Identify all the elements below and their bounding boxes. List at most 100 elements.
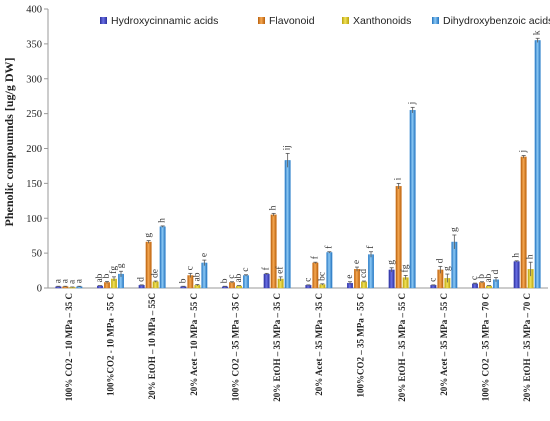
- bar: [361, 281, 367, 289]
- bar: [201, 262, 208, 289]
- significance-label: b: [477, 274, 487, 279]
- significance-label: fg: [108, 266, 119, 274]
- significance-label: f: [323, 245, 334, 249]
- bar: [520, 156, 527, 289]
- y-tick-label: 50: [32, 249, 43, 260]
- bar: [138, 285, 145, 289]
- x-tick-label: 20% Acet – 10 MPa – 55 C: [189, 293, 199, 396]
- significance-label: de: [151, 269, 161, 278]
- significance-label: b: [102, 273, 112, 278]
- significance-label: c: [428, 278, 438, 282]
- legend-swatch: [432, 17, 439, 24]
- significance-label: c: [241, 268, 251, 272]
- y-tick-label: 300: [26, 74, 42, 85]
- legend-label: Xanthonoids: [353, 15, 411, 27]
- x-tick-label: 100% CO2 – 35 MPa – 35 C: [231, 293, 241, 401]
- bar: [263, 273, 270, 289]
- x-tick-label: 100% CO2 – 10 MPa – 35 C: [64, 293, 74, 401]
- significance-label: a: [74, 278, 84, 283]
- bar: [388, 269, 395, 289]
- bar: [159, 226, 166, 289]
- bar: [305, 285, 312, 289]
- x-tick-label: 20% Acet – 35 MPa – 55 C: [439, 293, 449, 396]
- legend-swatch: [100, 17, 107, 24]
- significance-label: a: [67, 279, 77, 284]
- legend-label: Flavonoid: [269, 15, 315, 27]
- y-tick-label: 150: [26, 179, 42, 190]
- significance-label: d: [491, 270, 501, 275]
- bar-group: c f bc f: [303, 245, 334, 289]
- y-axis-label: Phenolic compounnds [ug/g DW]: [2, 57, 16, 226]
- significance-label: g: [442, 266, 452, 271]
- significance-label: f: [365, 245, 376, 249]
- significance-label: g: [116, 263, 126, 268]
- bar-group: b c ab e: [178, 253, 209, 289]
- significance-label: j: [519, 150, 529, 154]
- significance-label: h: [269, 205, 279, 210]
- significance-label: ij: [283, 145, 293, 150]
- significance-label: a: [60, 278, 70, 283]
- bar-group: h j h k: [512, 30, 543, 289]
- significance-label: h: [526, 254, 536, 259]
- legend-label: Dihydroxybenzoic acids: [443, 15, 550, 27]
- significance-label: h: [158, 218, 168, 223]
- x-tick-label: 20% EtOH – 35 MPa – 55 C: [397, 293, 407, 402]
- significance-label: g: [144, 233, 154, 238]
- significance-label: f: [261, 266, 272, 270]
- bar: [152, 281, 159, 289]
- significance-label: d: [435, 258, 445, 263]
- significance-label: b: [178, 278, 188, 283]
- bar-group: d g de h: [137, 218, 168, 289]
- significance-label: g: [449, 227, 459, 232]
- x-tick-label: 100%CO2 - 10 MPa - 55 C: [106, 293, 116, 396]
- significance-label: cd: [359, 269, 369, 278]
- legend-swatch: [342, 17, 349, 24]
- significance-label: e: [345, 275, 355, 279]
- x-tick-label: 20% EtOH – 10 MPa – 55C: [147, 293, 157, 400]
- significance-label: b: [220, 278, 230, 283]
- y-tick-label: 200: [26, 144, 42, 155]
- bar: [513, 261, 520, 289]
- bar: [270, 214, 277, 289]
- significance-label: ef: [275, 266, 286, 274]
- bar: [243, 275, 249, 289]
- significance-label: ab: [95, 273, 105, 282]
- significance-label: a: [53, 278, 63, 283]
- y-tick-label: 350: [26, 39, 42, 50]
- bar: [409, 109, 416, 289]
- significance-label: e: [352, 260, 362, 264]
- significance-label: f: [309, 255, 320, 259]
- x-tick-label: 20% EtOH – 35 MPa – 70 C: [522, 293, 532, 402]
- x-tick-label: 100% CO2 – 35 MPa – 70 C: [481, 293, 491, 401]
- bar-group: f h ef ij: [261, 145, 293, 289]
- y-tick-label: 100: [26, 214, 42, 225]
- significance-label: i: [394, 177, 404, 180]
- significance-label: fg: [400, 264, 411, 272]
- significance-label: bc: [317, 272, 327, 281]
- y-tick-label: 0: [37, 284, 42, 295]
- significance-label: k: [533, 30, 543, 35]
- significance-label: c: [470, 276, 480, 280]
- significance-label: h: [512, 253, 522, 258]
- bar-group: g i fg j: [387, 102, 418, 289]
- significance-label: ab: [192, 272, 202, 281]
- x-tick-label: 20% EtOH – 35 MPa – 35 C: [272, 293, 282, 402]
- significance-label: j: [408, 102, 418, 106]
- significance-label: d: [137, 277, 147, 282]
- bar: [430, 285, 437, 289]
- significance-label: c: [303, 278, 313, 282]
- y-axis: 0 50 100 150 200 250 300 350 400: [26, 5, 548, 295]
- significance-label: ab: [484, 273, 494, 282]
- bar: [326, 252, 333, 289]
- legend: Hydroxycinnamic acids Flavonoid Xanthonoid…: [100, 15, 550, 27]
- bar: [534, 40, 541, 289]
- bar: [145, 241, 152, 289]
- significance-label: e: [199, 253, 209, 257]
- x-tick-label: 100%CO2 – 35 MPa - 55 C: [356, 293, 366, 398]
